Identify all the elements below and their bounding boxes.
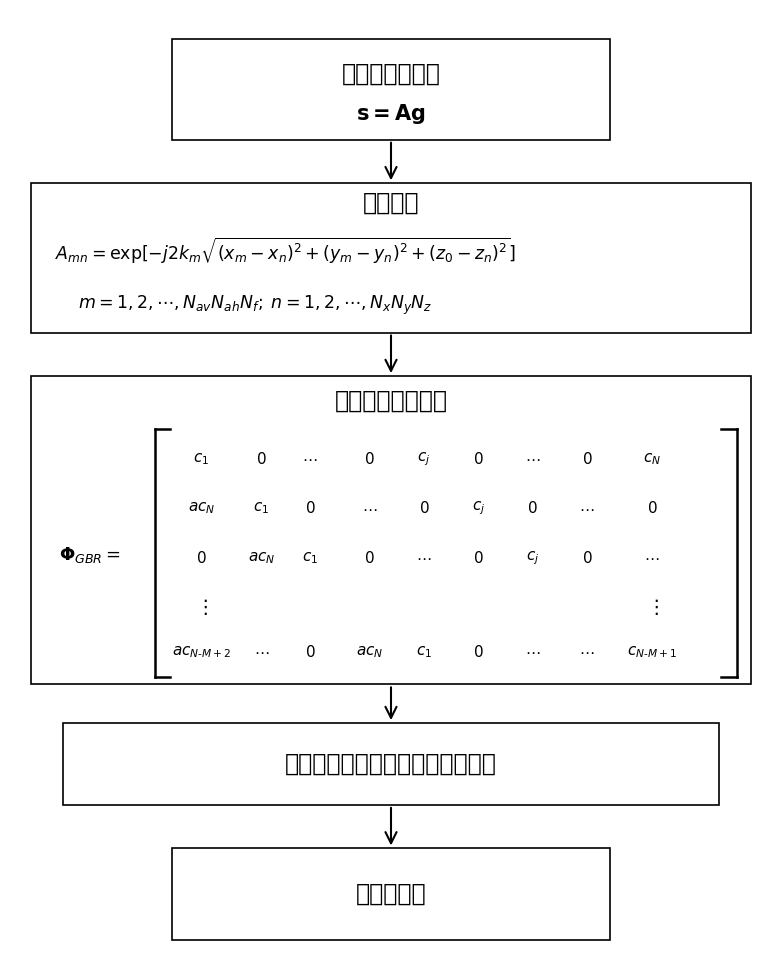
Text: 目标像反演: 目标像反演 [356, 882, 426, 906]
Text: $0$: $0$ [527, 500, 538, 517]
Text: $0$: $0$ [647, 500, 658, 517]
Text: $\vdots$: $\vdots$ [646, 598, 658, 617]
Text: $\mathbf{\Phi}_{GBR}=$: $\mathbf{\Phi}_{GBR}=$ [59, 545, 120, 565]
Text: $\cdots$: $\cdots$ [579, 500, 594, 516]
Bar [31, 183, 751, 333]
Text: $0$: $0$ [305, 500, 315, 517]
Text: $A_{mn}=\exp[-j2k_m\sqrt{(x_m-x_n)^2+(y_m-y_n)^2+(z_0-z_n)^2}]$: $A_{mn}=\exp[-j2k_m\sqrt{(x_m-x_n)^2+(y_… [55, 235, 516, 265]
Bar [63, 723, 719, 805]
Text: $c_1$: $c_1$ [193, 451, 210, 467]
Bar [31, 376, 751, 684]
Text: $\cdots$: $\cdots$ [525, 451, 540, 467]
Text: $0$: $0$ [473, 644, 483, 660]
Text: $\vdots$: $\vdots$ [196, 598, 208, 617]
Text: $ac_{N\text{-}M+2}$: $ac_{N\text{-}M+2}$ [172, 644, 231, 659]
Text: $\cdots$: $\cdots$ [525, 645, 540, 659]
Text: $0$: $0$ [196, 549, 206, 566]
Text: 字典构造: 字典构造 [363, 191, 419, 215]
Bar [172, 39, 610, 140]
Text: $c_N$: $c_N$ [643, 451, 661, 467]
Text: $c_1$: $c_1$ [416, 644, 432, 659]
Bar [172, 848, 610, 940]
Text: $0$: $0$ [364, 451, 375, 467]
Text: $\cdots$: $\cdots$ [644, 550, 660, 565]
Text: $0$: $0$ [473, 451, 483, 467]
Text: $0$: $0$ [582, 451, 592, 467]
Text: $\mathbf{s = Ag}$: $\mathbf{s = Ag}$ [357, 102, 425, 126]
Text: 稀疏观测矩阵设计: 稀疏观测矩阵设计 [335, 389, 447, 413]
Text: $m=1,2,\cdots,N_{av}N_{ah}N_f;\; n=1,2,\cdots,N_xN_yN_z$: $m=1,2,\cdots,N_{av}N_{ah}N_f;\; n=1,2,\… [78, 294, 432, 317]
Text: $ac_N$: $ac_N$ [356, 644, 383, 659]
Text: $0$: $0$ [582, 549, 592, 566]
Text: $0$: $0$ [473, 549, 483, 566]
Text: $ac_N$: $ac_N$ [188, 500, 215, 516]
Text: $c_j$: $c_j$ [418, 450, 431, 468]
Text: $\cdots$: $\cdots$ [416, 550, 432, 565]
Text: $c_1$: $c_1$ [302, 549, 318, 566]
Text: $0$: $0$ [418, 500, 429, 517]
Text: $ac_N$: $ac_N$ [248, 549, 275, 566]
Text: $\cdots$: $\cdots$ [362, 500, 378, 516]
Text: $c_j$: $c_j$ [472, 499, 485, 517]
Text: $c_1$: $c_1$ [253, 500, 269, 516]
Text: 稀疏观测路径设计及稀疏信号获取: 稀疏观测路径设计及稀疏信号获取 [285, 752, 497, 776]
Text: $0$: $0$ [305, 644, 315, 660]
Text: $0$: $0$ [256, 451, 267, 467]
Text: $c_{N\text{-}M+1}$: $c_{N\text{-}M+1}$ [627, 644, 677, 659]
Text: 高分辨成像模型: 高分辨成像模型 [342, 62, 440, 86]
Text: $0$: $0$ [364, 549, 375, 566]
Text: $\cdots$: $\cdots$ [253, 645, 269, 659]
Text: $\cdots$: $\cdots$ [579, 645, 594, 659]
Text: $\cdots$: $\cdots$ [303, 451, 317, 467]
Text: $c_j$: $c_j$ [526, 549, 540, 567]
